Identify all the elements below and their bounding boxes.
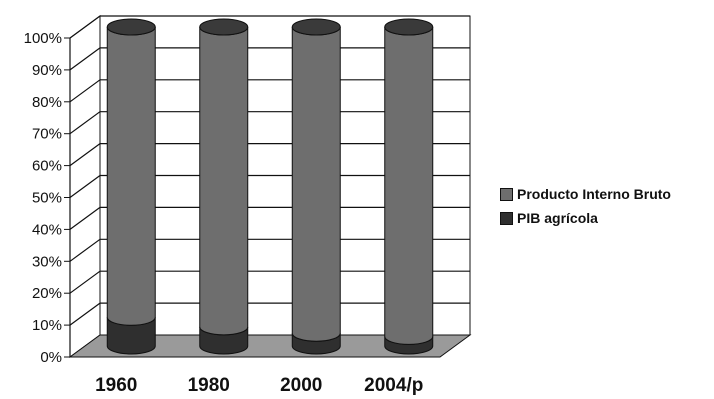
legend-swatch-pib	[500, 188, 513, 201]
x-tick-label: 1980	[188, 375, 230, 396]
bar-pib-1960	[107, 27, 155, 325]
legend-item-pib: Producto Interno Bruto	[500, 182, 671, 206]
bar-pib-2004/p	[385, 27, 433, 344]
y-tick-label: 40%	[32, 221, 62, 238]
y-tick-label: 100%	[24, 30, 62, 47]
legend-item-pib-agricola: PIB agrícola	[500, 206, 671, 230]
bar-pib-2000	[292, 27, 340, 341]
y-axis-ticks: 0% 10% 20% 30% 40% 50% 60% 70% 80% 90% 100%	[24, 30, 70, 366]
y-tick-label: 10%	[32, 317, 62, 334]
bar-pib-1980	[200, 27, 248, 335]
bar-cap-1960	[107, 19, 155, 35]
legend-label-pib: Producto Interno Bruto	[517, 186, 671, 202]
legend-label-pib-agricola: PIB agrícola	[517, 210, 598, 226]
y-tick-label: 20%	[32, 285, 62, 302]
y-tick-label: 90%	[32, 62, 62, 79]
x-tick-label: 1960	[95, 375, 137, 396]
bar-cap-2000	[292, 19, 340, 35]
y-tick-label: 60%	[32, 158, 62, 175]
y-tick-label: 70%	[32, 126, 62, 143]
y-tick-label: 30%	[32, 253, 62, 270]
x-axis-ticks: 1960 1980 2000 2004/p	[95, 375, 423, 396]
legend-swatch-pib-agricola	[500, 212, 513, 225]
x-tick-label: 2000	[280, 375, 322, 396]
y-tick-label: 80%	[32, 94, 62, 111]
y-tick-label: 50%	[32, 190, 62, 207]
bar-cap-2004/p	[385, 19, 433, 35]
x-tick-label: 2004/p	[364, 375, 423, 396]
y-tick-label: 0%	[40, 349, 62, 366]
legend: Producto Interno Bruto PIB agrícola	[500, 182, 671, 230]
bar-cap-1980	[200, 19, 248, 35]
